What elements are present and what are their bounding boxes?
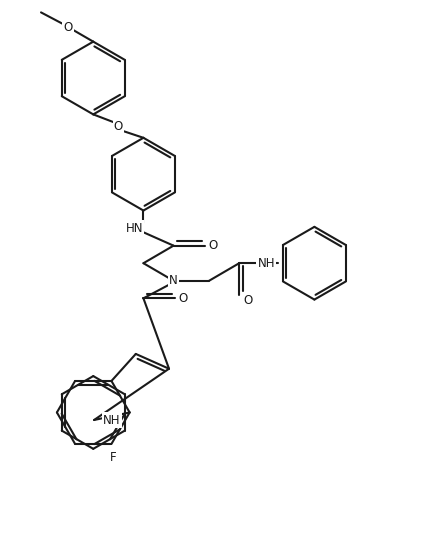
Text: HN: HN [126,222,143,234]
Text: O: O [178,292,188,305]
Text: F: F [110,451,117,464]
Text: N: N [169,274,178,287]
Text: NH: NH [103,413,121,427]
Text: O: O [243,294,252,307]
Text: NH: NH [257,257,275,270]
Text: O: O [114,120,123,133]
Text: O: O [63,20,73,33]
Text: O: O [208,239,218,252]
